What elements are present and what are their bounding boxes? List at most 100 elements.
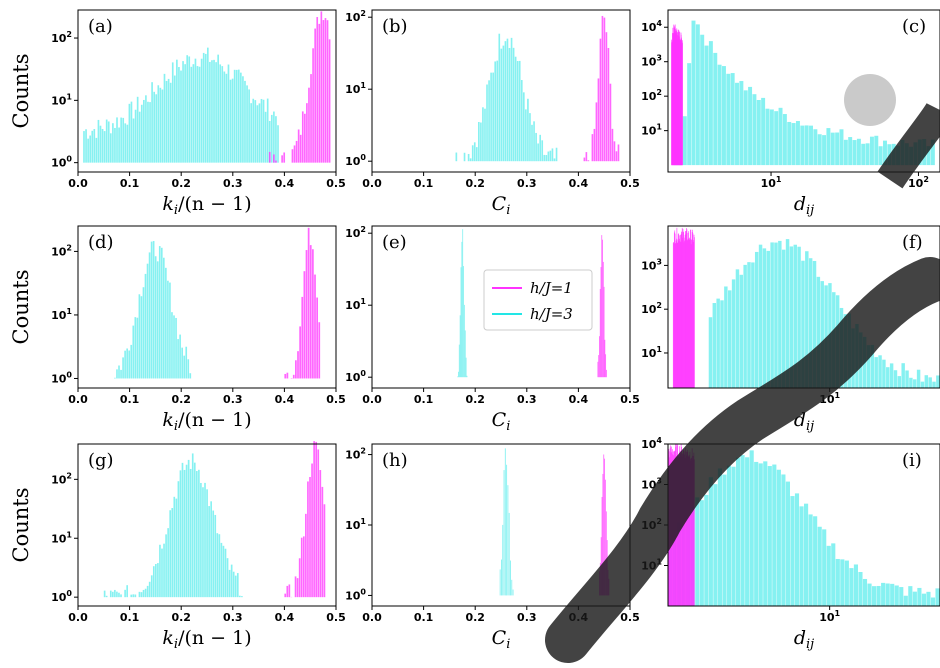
bar xyxy=(319,470,322,598)
bar xyxy=(721,66,726,166)
bar xyxy=(208,506,210,598)
bar xyxy=(198,469,200,598)
bar xyxy=(708,317,713,388)
bar xyxy=(87,138,89,163)
bar xyxy=(683,450,685,606)
bar xyxy=(128,103,131,163)
bar xyxy=(787,121,792,166)
panel-label: (c) xyxy=(902,16,926,37)
bar xyxy=(512,589,514,596)
x-tick-label: 0.0 xyxy=(68,393,88,406)
bar xyxy=(146,585,149,598)
bar xyxy=(268,120,271,163)
bar xyxy=(817,526,822,606)
bar xyxy=(849,568,854,606)
bar xyxy=(234,575,237,598)
bar xyxy=(155,94,158,163)
y-tick-label: 103 xyxy=(641,257,662,272)
bar xyxy=(114,127,116,163)
bar xyxy=(878,146,883,166)
bar xyxy=(230,564,233,598)
bar xyxy=(704,45,709,166)
bar xyxy=(813,129,818,166)
bar xyxy=(308,87,310,163)
x-axis-label: Ci xyxy=(492,627,511,652)
bar xyxy=(460,267,462,378)
bar xyxy=(531,124,533,162)
bar xyxy=(763,461,768,606)
bar xyxy=(132,118,135,163)
bar xyxy=(284,593,287,598)
bar xyxy=(751,262,755,388)
bar xyxy=(808,258,813,388)
y-tick-label: 104 xyxy=(641,19,662,34)
bar xyxy=(749,450,754,606)
bar xyxy=(881,582,886,606)
x-tick-label: 0.1 xyxy=(414,177,434,190)
bar xyxy=(463,152,466,162)
bar xyxy=(549,150,552,162)
y-tick-label: 100 xyxy=(51,370,72,385)
x-tick-label: 102 xyxy=(908,175,929,190)
bar xyxy=(490,72,492,162)
y-tick-label: 103 xyxy=(641,54,662,69)
bar xyxy=(158,246,161,379)
bar xyxy=(214,514,217,598)
bar xyxy=(510,560,511,596)
bar xyxy=(316,17,319,163)
bar xyxy=(242,76,244,163)
y-tick-label: 101 xyxy=(345,517,366,532)
bar xyxy=(173,75,176,163)
bar xyxy=(724,286,728,388)
bar xyxy=(874,135,879,166)
bar xyxy=(862,578,868,606)
bar xyxy=(704,494,709,606)
bar xyxy=(284,373,287,379)
bar xyxy=(613,141,616,162)
bar xyxy=(605,511,607,596)
bar xyxy=(872,586,877,606)
x-tick-label: 0.5 xyxy=(326,393,346,406)
bar xyxy=(539,134,541,162)
x-tick-label: 0.3 xyxy=(223,393,243,406)
bar xyxy=(935,588,940,606)
bar xyxy=(735,82,739,166)
bar xyxy=(275,160,277,163)
bar xyxy=(809,125,813,166)
bar xyxy=(179,470,182,598)
bar xyxy=(686,451,688,606)
bar xyxy=(772,464,777,606)
bar xyxy=(144,588,147,598)
bar xyxy=(475,147,478,162)
bar xyxy=(683,451,685,606)
bar xyxy=(917,587,922,606)
bar xyxy=(189,468,192,598)
bar xyxy=(889,363,894,388)
bar xyxy=(185,464,188,598)
bar xyxy=(126,348,128,379)
bar xyxy=(766,250,770,388)
bar xyxy=(126,124,129,163)
x-tick-label: 0.2 xyxy=(465,177,485,190)
bar xyxy=(924,375,929,388)
bar xyxy=(861,143,866,166)
bar xyxy=(689,458,691,606)
bar xyxy=(770,242,774,388)
plot-frame xyxy=(667,9,940,173)
bar xyxy=(688,456,689,606)
bar xyxy=(109,133,112,163)
bar xyxy=(161,89,164,163)
bar xyxy=(551,148,554,162)
bar xyxy=(504,448,506,596)
bar xyxy=(597,361,599,378)
bar xyxy=(689,456,690,606)
x-tick-label: 0.4 xyxy=(569,393,589,406)
y-tick-label: 100 xyxy=(345,369,366,384)
bar xyxy=(488,80,490,162)
bar xyxy=(171,62,174,163)
bar xyxy=(301,111,304,163)
x-tick-label: 0.5 xyxy=(620,611,640,624)
bar xyxy=(281,155,283,163)
bar xyxy=(805,251,809,388)
